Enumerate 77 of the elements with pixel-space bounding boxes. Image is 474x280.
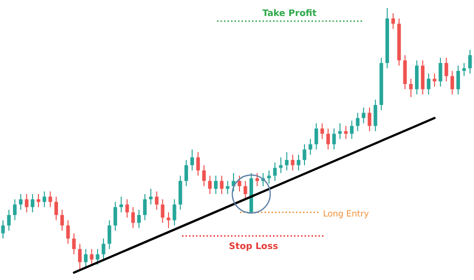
candlestick <box>456 65 460 95</box>
candlestick <box>374 99 378 132</box>
candlestick <box>238 175 242 192</box>
candlestick <box>154 190 158 210</box>
candlestick <box>356 112 360 132</box>
candlestick <box>273 162 277 182</box>
candlestick <box>284 152 289 171</box>
candlestick <box>114 201 118 232</box>
candlestick <box>125 198 129 218</box>
candlestick <box>362 107 366 124</box>
candlestick <box>13 198 17 221</box>
candlestick <box>7 209 11 232</box>
candlestick <box>220 175 224 195</box>
candlestick <box>30 194 34 213</box>
candlestick <box>414 60 419 95</box>
candlestick <box>226 180 230 195</box>
candlestick <box>196 152 200 176</box>
candlestick <box>450 70 454 95</box>
candlestick <box>119 196 124 213</box>
candlestick <box>326 128 330 150</box>
candlestick <box>96 248 100 266</box>
candlestick <box>350 120 354 140</box>
candlestick <box>432 73 436 88</box>
candlestick <box>409 78 413 98</box>
candlestick <box>279 156 283 174</box>
candlestick <box>320 122 324 140</box>
candlestick <box>290 154 294 171</box>
candlestick <box>255 172 259 187</box>
candlestick <box>137 209 141 229</box>
candlestick <box>444 57 448 82</box>
candlestick <box>344 125 348 140</box>
candlestick <box>1 220 5 240</box>
candlestick <box>403 54 407 90</box>
candlestick <box>462 62 466 77</box>
candlestick <box>102 238 106 260</box>
candlestick <box>468 49 472 74</box>
candlestick <box>190 148 194 171</box>
candlestick <box>148 188 153 205</box>
ref-line-label: Stop Loss <box>228 242 278 252</box>
candlestick <box>308 138 312 156</box>
candlestick <box>48 190 52 208</box>
candlestick <box>332 128 336 150</box>
candlestick <box>66 220 70 244</box>
candlestick <box>42 190 46 208</box>
candlestick <box>426 73 430 95</box>
candlestick <box>90 248 94 266</box>
candlestick <box>296 154 300 171</box>
candlestick <box>166 212 170 229</box>
candlestick <box>84 248 88 268</box>
candlestick <box>184 159 188 187</box>
candlestick <box>131 206 135 229</box>
candlestick <box>391 12 395 30</box>
candlestick <box>78 243 82 270</box>
candlestick <box>438 57 442 88</box>
candlestick <box>214 175 218 195</box>
candlestick <box>267 170 271 184</box>
candlestick <box>178 175 182 210</box>
candlestick <box>36 194 40 208</box>
candlestick <box>420 60 425 95</box>
candlestick <box>244 180 248 200</box>
candlestick <box>143 194 147 221</box>
candlestick <box>108 220 112 250</box>
candlestick <box>208 175 212 195</box>
candlestick <box>72 232 76 255</box>
candlestick <box>160 198 164 224</box>
ref-line-label: Long Entry <box>323 209 369 220</box>
ref-line-label: Take Profit <box>262 9 318 20</box>
candlestick <box>338 122 342 140</box>
candlestick <box>368 107 372 132</box>
candlestick <box>18 194 23 210</box>
candlestick <box>172 198 176 226</box>
candlestick <box>314 122 318 150</box>
candlestick <box>24 194 28 213</box>
candlestick <box>202 164 206 187</box>
candlestick <box>54 196 58 221</box>
candlestick <box>302 144 306 166</box>
candlestick <box>60 209 64 232</box>
